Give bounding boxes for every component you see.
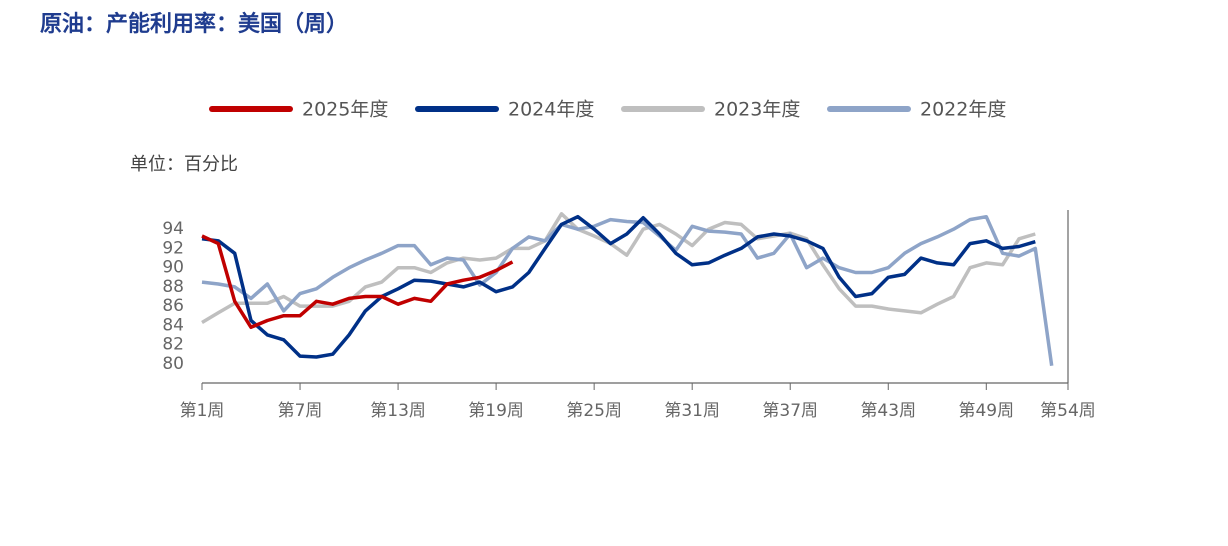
x-tick-label: 第19周 — [468, 401, 524, 421]
y-tick-label: 86 — [162, 296, 184, 316]
x-tick-label: 第49周 — [958, 401, 1014, 421]
chart-title: 原油：产能利用率：美国（周） — [40, 11, 348, 37]
x-tick-label: 第43周 — [860, 401, 916, 421]
y-tick-label: 94 — [162, 219, 184, 239]
y-tick-label: 82 — [162, 335, 184, 355]
y-tick-label: 80 — [162, 354, 184, 374]
x-tick-label: 第7周 — [278, 401, 323, 421]
y-tick-label: 92 — [162, 238, 184, 258]
unit-label: 单位：百分比 — [130, 154, 238, 175]
y-tick-label: 84 — [162, 315, 184, 335]
legend-label: 2023年度 — [714, 99, 800, 121]
series-line — [201, 214, 1054, 366]
legend-label: 2022年度 — [920, 99, 1006, 121]
series-line — [201, 234, 514, 330]
x-tick-label: 第37周 — [762, 401, 818, 421]
legend-label: 2024年度 — [508, 99, 594, 121]
x-tick-label: 第25周 — [566, 401, 622, 421]
x-tick-label: 第54周 — [1040, 401, 1096, 421]
series-line — [201, 214, 1036, 359]
y-tick-label: 88 — [162, 277, 184, 297]
y-tick-label: 90 — [162, 258, 184, 278]
legend-label: 2025年度 — [302, 99, 388, 121]
x-tick-label: 第1周 — [180, 401, 225, 421]
series-line — [201, 212, 1036, 325]
x-tick-label: 第31周 — [664, 401, 720, 421]
x-tick-label: 第13周 — [370, 401, 426, 421]
